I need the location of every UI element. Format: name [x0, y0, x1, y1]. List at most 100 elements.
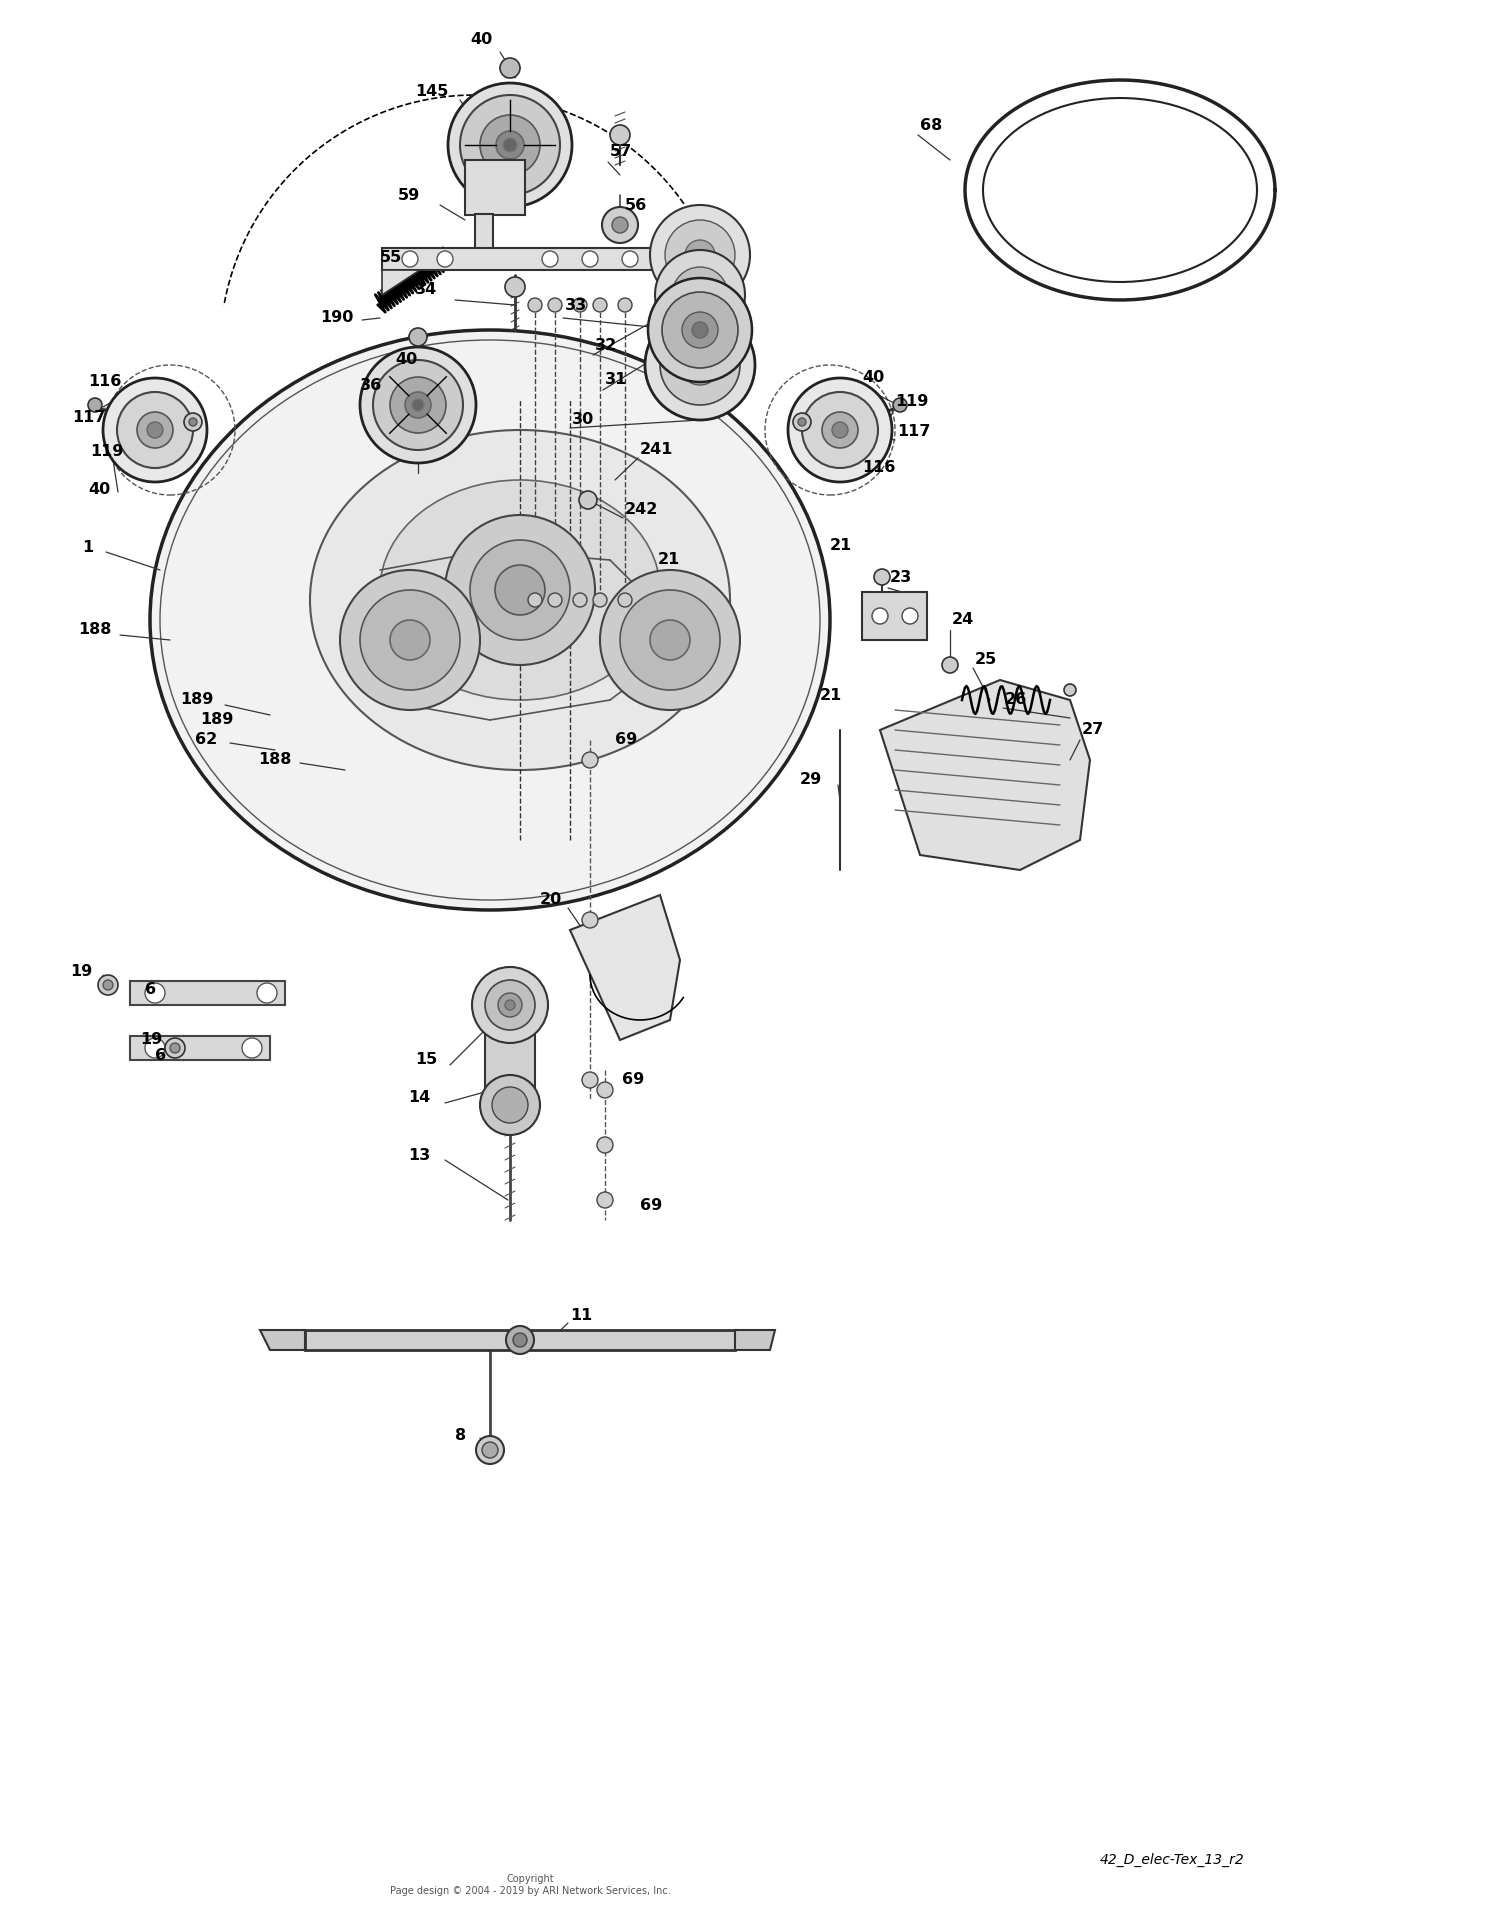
Bar: [465, 161, 525, 216]
Circle shape: [548, 298, 562, 311]
Circle shape: [506, 1326, 534, 1355]
Circle shape: [582, 1072, 598, 1087]
Circle shape: [688, 283, 712, 308]
Text: 40: 40: [88, 482, 111, 497]
Circle shape: [340, 569, 480, 711]
Circle shape: [620, 590, 720, 690]
Text: 116: 116: [88, 375, 122, 390]
Text: 56: 56: [626, 199, 648, 214]
Text: 6: 6: [154, 1047, 166, 1063]
Circle shape: [833, 422, 848, 438]
Circle shape: [892, 397, 908, 413]
Circle shape: [664, 220, 735, 290]
Text: 26: 26: [1005, 692, 1028, 707]
Polygon shape: [735, 1330, 776, 1349]
Circle shape: [582, 912, 598, 929]
Text: 116: 116: [862, 461, 895, 476]
Circle shape: [902, 608, 918, 625]
Ellipse shape: [380, 480, 660, 699]
Circle shape: [472, 967, 548, 1043]
Circle shape: [573, 298, 586, 311]
Circle shape: [506, 277, 525, 296]
Circle shape: [645, 310, 754, 420]
Text: 188: 188: [258, 753, 291, 768]
Text: 117: 117: [897, 424, 930, 440]
Text: 29: 29: [800, 772, 822, 787]
Bar: [382, 248, 668, 269]
Text: 69: 69: [622, 1072, 645, 1087]
Circle shape: [528, 592, 542, 608]
Circle shape: [495, 566, 544, 615]
Text: 40: 40: [394, 352, 417, 367]
Circle shape: [656, 250, 746, 340]
Text: 188: 188: [78, 623, 111, 638]
Circle shape: [242, 1038, 262, 1059]
Text: 69: 69: [640, 1198, 663, 1212]
Circle shape: [582, 753, 598, 768]
Circle shape: [650, 619, 690, 659]
Text: 27: 27: [1082, 722, 1104, 738]
Text: 190: 190: [320, 310, 354, 325]
Circle shape: [390, 619, 430, 659]
Text: 13: 13: [408, 1147, 430, 1162]
Circle shape: [662, 292, 738, 369]
Circle shape: [480, 115, 540, 176]
Text: 25: 25: [975, 652, 998, 667]
Circle shape: [189, 419, 196, 426]
Circle shape: [513, 1334, 526, 1347]
Circle shape: [147, 422, 164, 438]
Circle shape: [500, 57, 520, 78]
Text: 23: 23: [890, 571, 912, 585]
Circle shape: [88, 397, 102, 413]
Text: 31: 31: [604, 373, 627, 388]
Text: 68: 68: [920, 117, 942, 132]
Bar: [484, 1005, 536, 1105]
Text: 242: 242: [626, 503, 658, 518]
Text: 1: 1: [82, 541, 93, 556]
Text: 21: 21: [821, 688, 843, 703]
Circle shape: [136, 413, 172, 447]
Circle shape: [794, 413, 812, 432]
Circle shape: [660, 325, 740, 405]
Circle shape: [496, 132, 523, 159]
Circle shape: [104, 378, 207, 482]
Circle shape: [798, 419, 806, 426]
Polygon shape: [382, 269, 420, 294]
Circle shape: [436, 250, 453, 268]
Circle shape: [104, 980, 112, 990]
Text: 19: 19: [140, 1032, 162, 1047]
Text: 55: 55: [380, 250, 402, 266]
Circle shape: [573, 592, 586, 608]
Text: Copyright
Page design © 2004 - 2019 by ARI Network Services, Inc.: Copyright Page design © 2004 - 2019 by A…: [390, 1875, 670, 1896]
Text: 30: 30: [572, 413, 594, 428]
Circle shape: [484, 980, 536, 1030]
Circle shape: [480, 1076, 540, 1135]
Text: 119: 119: [896, 394, 928, 409]
Circle shape: [503, 138, 518, 153]
Circle shape: [413, 399, 424, 411]
Bar: [304, 1330, 735, 1349]
Circle shape: [874, 569, 890, 585]
Text: 24: 24: [952, 613, 975, 627]
Circle shape: [374, 359, 464, 449]
Circle shape: [592, 298, 608, 311]
Circle shape: [579, 491, 597, 508]
Ellipse shape: [150, 331, 830, 910]
Circle shape: [498, 994, 522, 1017]
Circle shape: [448, 82, 572, 206]
Circle shape: [548, 592, 562, 608]
Circle shape: [528, 298, 542, 311]
Text: 69: 69: [615, 732, 638, 747]
Text: 40: 40: [862, 371, 885, 386]
Circle shape: [410, 329, 428, 346]
Text: 42_D_elec-Tex_13_r2: 42_D_elec-Tex_13_r2: [1100, 1854, 1245, 1867]
Circle shape: [692, 355, 709, 375]
Circle shape: [492, 1087, 528, 1124]
Circle shape: [680, 346, 720, 384]
Text: 145: 145: [416, 84, 448, 99]
Text: 6: 6: [146, 982, 156, 998]
Text: 117: 117: [72, 411, 105, 426]
Circle shape: [650, 204, 750, 306]
Circle shape: [170, 1043, 180, 1053]
Circle shape: [390, 376, 445, 434]
